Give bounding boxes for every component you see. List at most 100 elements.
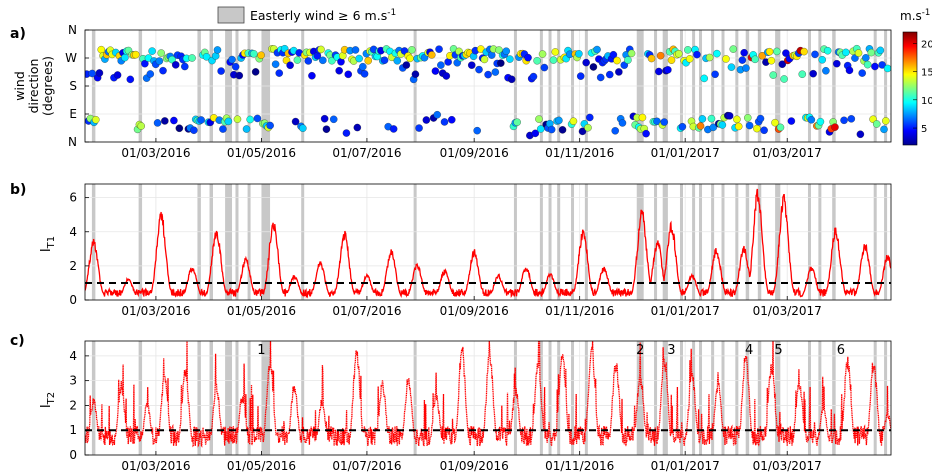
wind-point xyxy=(609,51,618,59)
wind-point xyxy=(782,49,790,57)
wind-point xyxy=(293,56,302,64)
easterly-band xyxy=(818,184,822,300)
wind-point xyxy=(415,124,423,132)
wind-point xyxy=(529,72,538,81)
wind-point xyxy=(780,75,788,83)
wind-point xyxy=(202,53,211,61)
wind-point xyxy=(533,57,541,65)
wind-point xyxy=(406,54,414,63)
wind-point xyxy=(725,112,734,120)
wind-point xyxy=(800,47,808,56)
easterly-band xyxy=(513,341,517,455)
legend: Easterly wind ≥ 6 m.s-1 xyxy=(217,6,396,24)
panel-c: 01/03/2016 01/05/2016 01/07/2016 01/09/2016… xyxy=(10,333,892,473)
x-tick-label: 01/05/2016 xyxy=(227,459,296,473)
wind-point xyxy=(576,72,585,80)
easterly-band xyxy=(138,341,143,455)
event-label: 6 xyxy=(837,343,845,358)
ticks-b: 01/03/2016 01/05/2016 01/07/2016 01/09/2016… xyxy=(69,191,821,318)
colorbar-tick-label: 5 xyxy=(921,124,927,135)
wind-point xyxy=(308,71,316,80)
wind-point xyxy=(883,64,891,73)
wind-point xyxy=(584,123,592,132)
easterly-band xyxy=(636,184,644,300)
wind-point xyxy=(807,116,816,124)
wind-point xyxy=(760,126,768,135)
wind-point xyxy=(744,114,752,122)
event-labels: 1 2 3 4 5 6 xyxy=(257,343,845,358)
wind-point xyxy=(709,123,718,132)
easterly-band xyxy=(721,341,725,455)
wind-point xyxy=(840,116,848,125)
ylabel-c: IT2 xyxy=(39,392,57,408)
easterly-band xyxy=(225,341,233,455)
wind-point xyxy=(159,66,167,75)
wind-point xyxy=(231,63,240,71)
wind-point xyxy=(693,50,701,59)
easterly-band xyxy=(571,184,575,300)
series-it2 xyxy=(85,341,891,448)
wind-point xyxy=(778,60,787,69)
wind-point xyxy=(467,61,476,69)
wind-point xyxy=(161,117,169,125)
easterly-band xyxy=(654,341,658,455)
easterly-band xyxy=(235,184,239,300)
easterly-band xyxy=(662,341,668,455)
easterly-band xyxy=(679,341,683,455)
wind-point xyxy=(678,122,687,131)
easterly-band xyxy=(636,341,644,455)
series-line xyxy=(85,188,891,299)
wind-point xyxy=(615,68,623,76)
wind-point xyxy=(555,116,563,125)
easterly-band xyxy=(539,184,543,300)
wind-point xyxy=(246,115,254,124)
wind-point xyxy=(854,49,863,57)
wind-point xyxy=(751,55,759,64)
wind-point xyxy=(440,118,449,126)
wind-point xyxy=(538,50,547,58)
wind-point xyxy=(442,72,451,80)
wind-point xyxy=(380,56,389,64)
wind-point xyxy=(549,56,558,64)
wind-point xyxy=(92,116,100,124)
wind-point xyxy=(170,116,178,125)
wind-point xyxy=(863,60,872,69)
wind-point xyxy=(422,116,431,124)
wind-point xyxy=(667,56,676,64)
x-tick-label: 01/01/2017 xyxy=(651,146,720,160)
panel-label-c: c) xyxy=(10,333,25,349)
wind-point xyxy=(767,56,776,65)
x-tick-label: 01/11/2016 xyxy=(545,146,614,160)
y-tick-label: 6 xyxy=(69,191,77,205)
x-tick-label: 01/03/2017 xyxy=(753,146,822,160)
wind-point xyxy=(738,56,747,64)
wind-point xyxy=(711,70,719,79)
wind-point xyxy=(304,57,313,65)
wind-point xyxy=(435,45,443,53)
x-tick-label: 01/01/2017 xyxy=(651,304,720,318)
y-tick-label: 2 xyxy=(69,259,77,273)
y-tick-label: N xyxy=(68,135,77,149)
wind-point xyxy=(811,50,819,59)
x-tick-label: 01/03/2017 xyxy=(753,304,822,318)
wind-point xyxy=(871,62,879,71)
wind-point xyxy=(351,46,360,54)
y-tick-label: 2 xyxy=(69,398,77,412)
x-tick-label: 01/03/2016 xyxy=(121,146,190,160)
wind-point xyxy=(655,67,663,76)
colorbar-tick-label: 10 xyxy=(921,96,932,107)
wind-point xyxy=(132,50,140,59)
wind-point xyxy=(787,117,796,125)
svg-text:IT2: IT2 xyxy=(39,392,57,408)
colorbar-gradient xyxy=(902,31,918,146)
easterly-band xyxy=(711,341,715,455)
x-tick-label: 01/03/2016 xyxy=(121,459,190,473)
wind-point xyxy=(700,74,708,83)
x-tick-label: 01/07/2016 xyxy=(332,459,401,473)
colorbar: m.s-1 20 15 10 5 xyxy=(900,8,932,146)
easterly-band xyxy=(91,341,96,455)
wind-point xyxy=(389,125,398,133)
wind-point xyxy=(433,110,441,119)
wind-point xyxy=(328,56,336,65)
